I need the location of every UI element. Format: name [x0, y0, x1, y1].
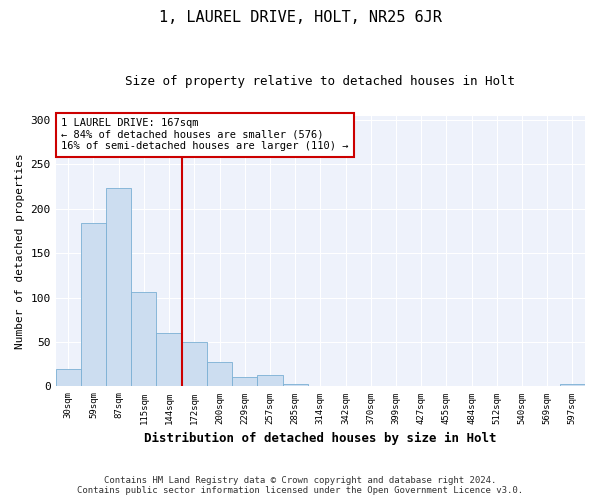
- Title: Size of property relative to detached houses in Holt: Size of property relative to detached ho…: [125, 75, 515, 88]
- Bar: [232, 376, 257, 386]
- Text: 1 LAUREL DRIVE: 167sqm
← 84% of detached houses are smaller (576)
16% of semi-de: 1 LAUREL DRIVE: 167sqm ← 84% of detached…: [61, 118, 349, 152]
- Bar: [106, 188, 131, 386]
- Bar: [131, 292, 157, 386]
- Bar: [283, 384, 308, 386]
- Bar: [182, 342, 207, 386]
- Bar: [157, 333, 182, 386]
- Y-axis label: Number of detached properties: Number of detached properties: [15, 153, 25, 349]
- Text: 1, LAUREL DRIVE, HOLT, NR25 6JR: 1, LAUREL DRIVE, HOLT, NR25 6JR: [158, 10, 442, 25]
- Text: Contains HM Land Registry data © Crown copyright and database right 2024.
Contai: Contains HM Land Registry data © Crown c…: [77, 476, 523, 495]
- Bar: [207, 362, 232, 386]
- Bar: [81, 223, 106, 386]
- X-axis label: Distribution of detached houses by size in Holt: Distribution of detached houses by size …: [144, 432, 497, 445]
- Bar: [257, 375, 283, 386]
- Bar: [560, 384, 585, 386]
- Bar: [56, 368, 81, 386]
